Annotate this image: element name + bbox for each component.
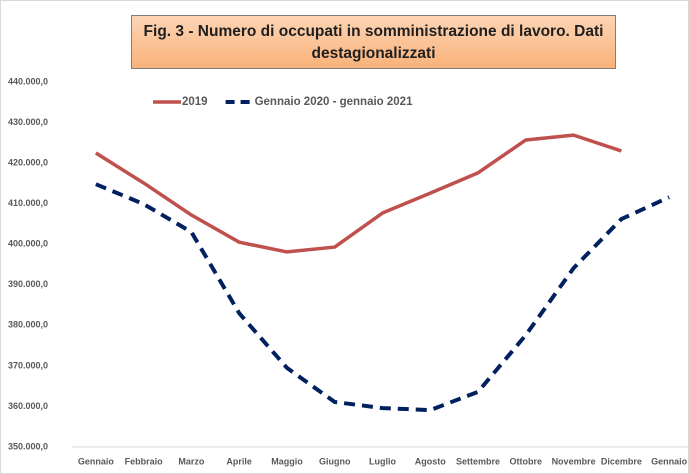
legend-label: 2019: [182, 96, 208, 108]
x-tick-label: Settembre: [456, 456, 500, 466]
x-tick-label: Dicembre: [601, 456, 642, 466]
x-tick-label: Luglio: [369, 456, 396, 466]
y-tick-label: 440.000,0: [8, 76, 48, 86]
y-tick-label: 360.000,0: [8, 401, 48, 411]
x-tick-label: Maggio: [271, 456, 303, 466]
y-tick-label: 380.000,0: [8, 320, 48, 330]
x-tick-label: Aprile: [226, 456, 252, 466]
x-tick-label: Giugno: [319, 456, 351, 466]
series-line: [95, 182, 670, 413]
y-tick-label: 410.000,0: [8, 198, 48, 208]
y-tick-label: 350.000,0: [8, 441, 48, 451]
x-tick-label: Novembre: [552, 456, 596, 466]
chart-title: Fig. 3 - Numero di occupati in somminist…: [131, 15, 616, 69]
y-tick-label: 430.000,0: [8, 117, 48, 127]
x-tick-label: Gennaio: [78, 456, 115, 466]
x-tick-label: Marzo: [178, 456, 205, 466]
y-tick-label: 390.000,0: [8, 279, 48, 289]
y-tick-label: 400.000,0: [8, 239, 48, 249]
legend-label: Gennaio 2020 - gennaio 2021: [255, 96, 413, 108]
y-tick-label: 420.000,0: [8, 157, 48, 167]
x-tick-label: Febbraio: [125, 456, 164, 466]
x-tick-label: Ottobre: [510, 456, 543, 466]
x-tick-label: Agosto: [415, 456, 446, 466]
x-tick-label: Gennaio: [651, 456, 688, 466]
y-tick-label: 370.000,0: [8, 360, 48, 370]
series-line: [94, 133, 622, 254]
